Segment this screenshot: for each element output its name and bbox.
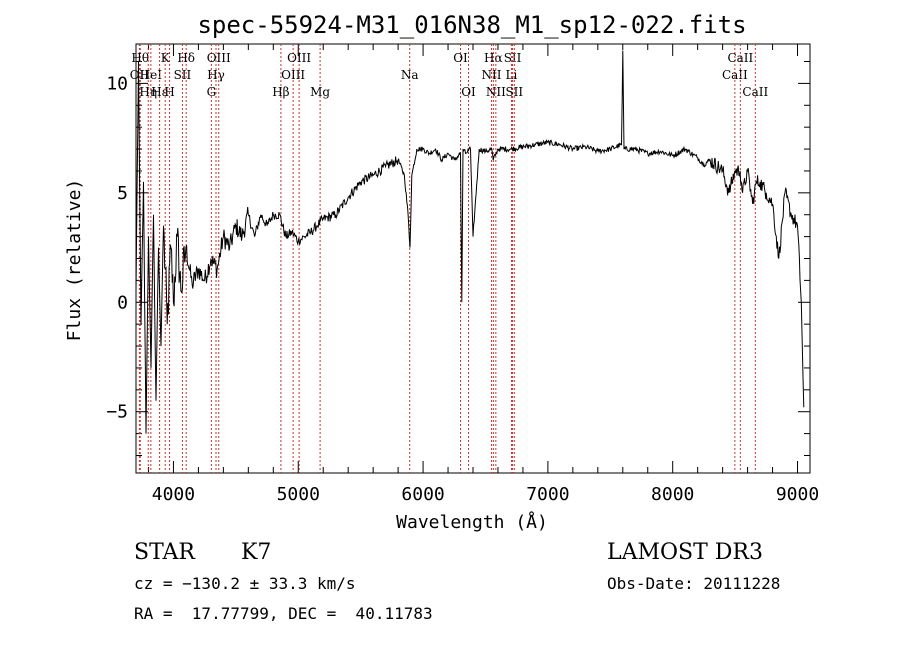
coordinates: RA = 17.77799, DEC = 40.11783 [134, 604, 433, 623]
x-tick-label: 5000 [277, 484, 320, 505]
spectral-line-label: SII [174, 68, 192, 82]
spectral-line-label: Na [401, 68, 419, 82]
y-tick-label: 0 [117, 292, 128, 313]
flux-series [135, 50, 805, 434]
spectral-line-label: Hη [139, 85, 157, 99]
spectral-line-label: Hγ [207, 68, 225, 82]
spectral-line-label: K [161, 51, 171, 65]
redshift-cz: cz = −130.2 ± 33.3 km/s [134, 574, 356, 593]
x-tick-label: 8000 [651, 484, 694, 505]
observation-date: Obs-Date: 20111228 [607, 574, 781, 593]
y-tick-label: 5 [117, 183, 128, 204]
spectral-line-label: OIII [281, 68, 305, 82]
spectral-line-label: OIII [207, 51, 231, 65]
chart-title: spec-55924-M31_016N38_M1_sp12-022.fits [197, 11, 746, 39]
y-tick-label: −5 [106, 402, 128, 423]
spectral-line-label: G [207, 85, 217, 99]
spectral-line-label: Mg [310, 85, 330, 99]
spectral-line-label: SII [505, 85, 523, 99]
spectral-line-markers: OIIHθHηHeIHεKHSIIHδGHγOIIIHβOIIIOIIIMgNa… [130, 44, 768, 473]
spectral-line-label: H [164, 85, 174, 99]
spectral-line-label: HeI [140, 68, 163, 82]
y-axis-label: Flux (relative) [64, 179, 85, 342]
spectral-line-label: OIII [287, 51, 311, 65]
subclass: K7 [241, 540, 272, 565]
spectral-line-label: CaII [727, 51, 753, 65]
spectral-line-label: CaII [722, 68, 748, 82]
spectral-line-label: Hθ [131, 51, 149, 65]
spectral-line-label: CaII [742, 85, 768, 99]
spectral-line-label: Hβ [272, 85, 289, 99]
spectral-line-label: Hδ [177, 51, 195, 65]
x-axis-label: Wavelength (Å) [396, 511, 548, 533]
spectral-line-label: SII [504, 51, 522, 65]
spectral-line-label: Hε [151, 85, 168, 99]
spectral-line-label: OI [453, 51, 468, 65]
x-tick-label: 7000 [526, 484, 569, 505]
plot-frame [135, 43, 811, 474]
x-tick-label: 4000 [152, 484, 195, 505]
spectral-line-label: NII [481, 68, 501, 82]
flux-line [135, 50, 805, 434]
x-tick-label: 9000 [776, 484, 819, 505]
x-tick-label: 6000 [401, 484, 444, 505]
y-tick-label: 10 [106, 73, 128, 94]
spectral-line-label: Hα [484, 51, 503, 65]
spectral-line-label: OII [130, 68, 150, 82]
spectral-line-label: NII [486, 85, 506, 99]
axes: 4000 5000 6000 7000 8000 9000 −5 0 5 10 [106, 43, 819, 505]
survey-name: LAMOST DR3 [607, 540, 763, 565]
object-class: STAR [134, 540, 195, 565]
spectral-line-label: OI [461, 85, 476, 99]
spectral-line-label: Li [506, 68, 518, 82]
